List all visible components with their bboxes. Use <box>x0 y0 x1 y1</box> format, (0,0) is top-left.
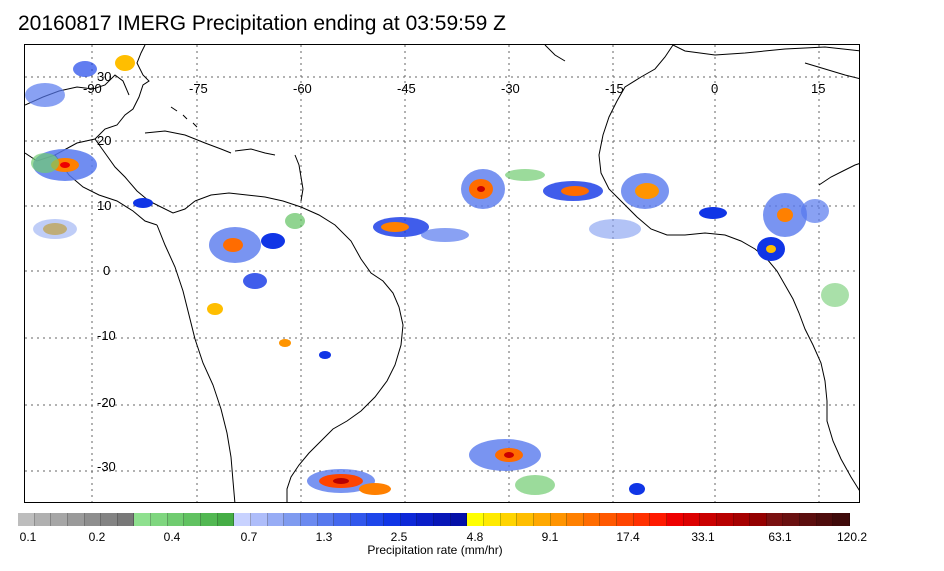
colorbar-swatch <box>34 513 52 526</box>
colorbar-swatch <box>500 513 518 526</box>
colorbar-swatch <box>117 513 135 526</box>
south-america-pacific <box>156 224 236 502</box>
colorbar-tick-label: 9.1 <box>541 530 559 544</box>
coastlines <box>25 45 859 502</box>
colorbar-swatch <box>617 513 634 526</box>
colorbar-swatch <box>234 513 251 526</box>
colorbar-swatch <box>151 513 168 526</box>
colorbar-swatch <box>567 513 584 526</box>
colorbar-swatch <box>467 513 484 526</box>
colorbar-swatch <box>217 513 235 526</box>
africa-north <box>672 45 859 56</box>
colorbar-tick-label: 0.2 <box>88 530 106 544</box>
colorbar-swatch <box>317 513 335 526</box>
colorbar-swatch <box>716 513 734 526</box>
africa-west-coast <box>598 45 859 491</box>
south-america-coast <box>194 192 404 502</box>
north-america-coast <box>25 45 150 162</box>
lat-label: -20 <box>97 395 116 410</box>
colorbar-tick-label: 17.4 <box>616 530 640 544</box>
colorbar-swatch <box>483 513 501 526</box>
colorbar-swatch <box>733 513 751 526</box>
colorbar-tick-label: 0.1 <box>19 530 37 544</box>
colorbar-tick-label: 0.4 <box>163 530 181 544</box>
lat-label: 10 <box>97 198 112 213</box>
colorbar-swatch <box>67 513 85 526</box>
colorbar-swatch <box>766 513 784 526</box>
lat-label: -10 <box>97 328 116 343</box>
colorbar-tick-label: 1.3 <box>315 530 333 544</box>
colorbar-swatch <box>517 513 534 526</box>
colorbar-swatch <box>633 513 651 526</box>
colorbar-swatch <box>800 513 817 526</box>
lon-label: -60 <box>293 81 312 96</box>
chart-title: 20160817 IMERG Precipitation ending at 0… <box>18 12 506 35</box>
colorbar-swatch <box>300 513 318 526</box>
lat-label: -30 <box>97 459 116 474</box>
central-america-coast <box>94 138 196 214</box>
colorbar-unit-label: Precipitation rate (mm/hr) <box>367 543 503 557</box>
colorbar-swatch <box>650 513 667 526</box>
colorbar-swatch <box>384 513 401 526</box>
lon-label: -90 <box>83 81 102 96</box>
graticule <box>25 45 859 502</box>
colorbar-swatch <box>201 513 218 526</box>
colorbar-swatch <box>750 513 767 526</box>
colorbar-swatch <box>783 513 801 526</box>
colorbar-swatch <box>533 513 551 526</box>
cuba <box>144 130 232 154</box>
mediterranean-coast <box>804 62 859 80</box>
bahamas <box>170 106 198 128</box>
lon-label: -30 <box>501 81 520 96</box>
colorbar-tick-label: 63.1 <box>768 530 792 544</box>
lesser-antilles <box>294 154 304 202</box>
colorbar-swatch <box>250 513 268 526</box>
precipitation-field <box>25 55 849 495</box>
colorbar-swatch <box>184 513 202 526</box>
lon-label: 15 <box>811 81 826 96</box>
colorbar-swatch <box>600 513 618 526</box>
map-panel[interactable]: -90 -75 -60 -45 -30 -15 0 15 30 20 10 0 … <box>24 44 860 503</box>
colorbar-swatch <box>816 513 834 526</box>
colorbar-swatch <box>550 513 568 526</box>
colorbar-tick-label: 0.7 <box>240 530 258 544</box>
lon-label: -75 <box>189 81 208 96</box>
lat-label: 0 <box>103 263 111 278</box>
colorbar-tick-label: 2.5 <box>390 530 408 544</box>
colorbar-swatch <box>583 513 601 526</box>
lat-label: 30 <box>97 69 112 84</box>
colorbar-swatch <box>134 513 152 526</box>
colorbar-swatch <box>284 513 301 526</box>
colorbar-swatch <box>334 513 351 526</box>
iberia <box>544 45 566 62</box>
colorbar-swatch <box>833 513 851 526</box>
colorbar <box>18 513 851 526</box>
africa-east-gulf <box>818 163 859 186</box>
colorbar-swatch <box>700 513 717 526</box>
colorbar-swatch <box>350 513 368 526</box>
colorbar-tick-label: 4.8 <box>466 530 484 544</box>
lon-label: -15 <box>605 81 624 96</box>
colorbar-swatch <box>84 513 102 526</box>
lat-label: 20 <box>97 133 112 148</box>
colorbar-swatch <box>267 513 285 526</box>
colorbar-swatch <box>367 513 385 526</box>
colorbar-swatch <box>417 513 435 526</box>
colorbar-tick-label: 120.2 <box>836 530 868 544</box>
hispaniola <box>234 148 276 156</box>
colorbar-swatch <box>101 513 118 526</box>
colorbar-swatch <box>400 513 418 526</box>
colorbar-swatch <box>666 513 684 526</box>
lon-label: -45 <box>397 81 416 96</box>
colorbar-swatch <box>18 513 35 526</box>
colorbar-swatch <box>683 513 701 526</box>
colorbar-swatch <box>167 513 185 526</box>
map-canvas <box>25 45 859 502</box>
colorbar-swatch <box>434 513 451 526</box>
colorbar-swatch <box>450 513 468 526</box>
colorbar-swatch <box>51 513 68 526</box>
colorbar-tick-label: 33.1 <box>691 530 715 544</box>
lon-label: 0 <box>711 81 719 96</box>
